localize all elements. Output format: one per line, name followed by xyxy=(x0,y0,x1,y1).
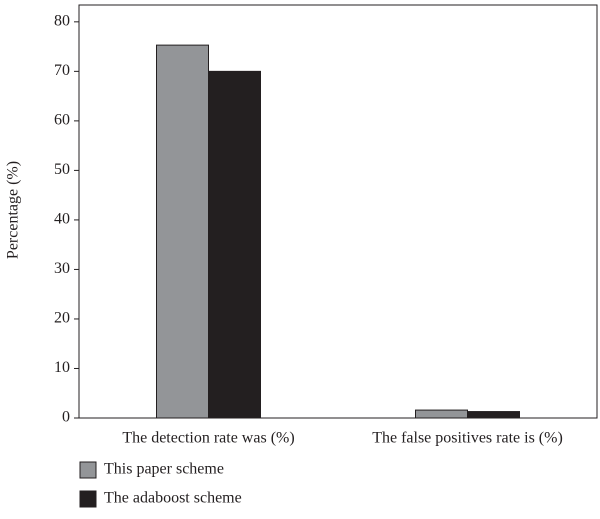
plot-frame xyxy=(78,4,598,419)
y-tick-label: 10 xyxy=(54,359,70,376)
y-tick-label: 70 xyxy=(54,62,70,79)
legend-swatch xyxy=(79,490,97,508)
y-tick-label: 40 xyxy=(54,211,70,228)
y-tick-label: 60 xyxy=(54,112,70,129)
y-tick-label: 0 xyxy=(62,409,70,426)
y-tick-label: 20 xyxy=(54,310,70,327)
x-tick-label: The detection rate was (%) xyxy=(122,430,294,447)
bar xyxy=(467,411,520,419)
bar xyxy=(415,409,468,419)
legend-swatch xyxy=(79,461,97,479)
legend-label: The adaboost scheme xyxy=(104,490,242,507)
y-axis-label: Percentage (%) xyxy=(5,161,22,259)
legend-label: This paper scheme xyxy=(104,461,224,478)
y-tick-label: 30 xyxy=(54,260,70,277)
y-tick-label: 50 xyxy=(54,161,70,178)
bar xyxy=(156,44,209,419)
x-tick-label: The false positives rate is (%) xyxy=(372,430,563,447)
y-tick-label: 80 xyxy=(54,13,70,30)
bar xyxy=(208,70,261,419)
